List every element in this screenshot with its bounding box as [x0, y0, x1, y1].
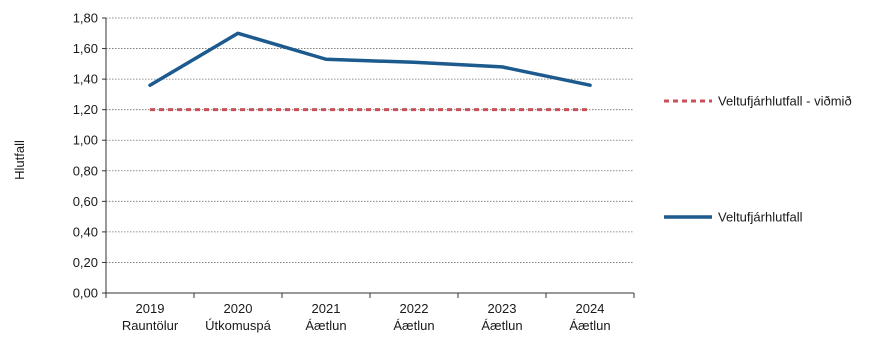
y-tick-label: 0,40	[73, 224, 98, 239]
x-tick-label-year: 2021	[312, 301, 341, 316]
legend-label-0: Veltufjárhlutfall - viðmið	[718, 94, 852, 109]
series-line-1	[148, 31, 592, 87]
legend: Veltufjárhlutfall - viðmið Veltufjárhlutf…	[664, 94, 852, 225]
y-tick-label: 1,40	[73, 72, 98, 87]
y-tick-label: 0,80	[73, 163, 98, 178]
y-tick-labels: 0,00 0,20 0,40 0,60 0,80 1,00 1,20 1,40 1,60 1,80	[73, 11, 98, 301]
x-tick-label-sub: Áætlun	[569, 318, 610, 333]
y-tick-label: 1,00	[73, 133, 98, 148]
x-tick-label-sub: Áætlun	[305, 318, 346, 333]
x-tick-label-year: 2022	[400, 301, 429, 316]
y-tick-label: 1,80	[73, 11, 98, 26]
x-tick-label-sub: Áætlun	[481, 318, 522, 333]
x-tick-labels: 2019 Rauntölur 2020 Útkomuspá 2021 Áætlun 2022…	[105, 293, 635, 333]
series-lines	[148, 31, 592, 112]
x-tick-label-sub: Útkomuspá	[205, 318, 272, 333]
y-axis-label: Hlutfall	[12, 140, 27, 180]
x-tick-label-sub: Rauntölur	[122, 318, 179, 333]
y-tick-label: 0,60	[73, 194, 98, 209]
y-tick-label: 1,60	[73, 41, 98, 56]
y-tick-label: 0,00	[73, 286, 98, 301]
y-tick-label: 1,20	[73, 102, 98, 117]
x-tick-label-year: 2019	[136, 301, 165, 316]
x-tick-label-sub: Áætlun	[393, 318, 434, 333]
legend-label-1: Veltufjárhlutfall	[718, 210, 803, 225]
x-tick-label-year: 2023	[488, 301, 517, 316]
x-tick-label-year: 2020	[224, 301, 253, 316]
x-tick-label-year: 2024	[576, 301, 605, 316]
y-tick-label: 0,20	[73, 255, 98, 270]
